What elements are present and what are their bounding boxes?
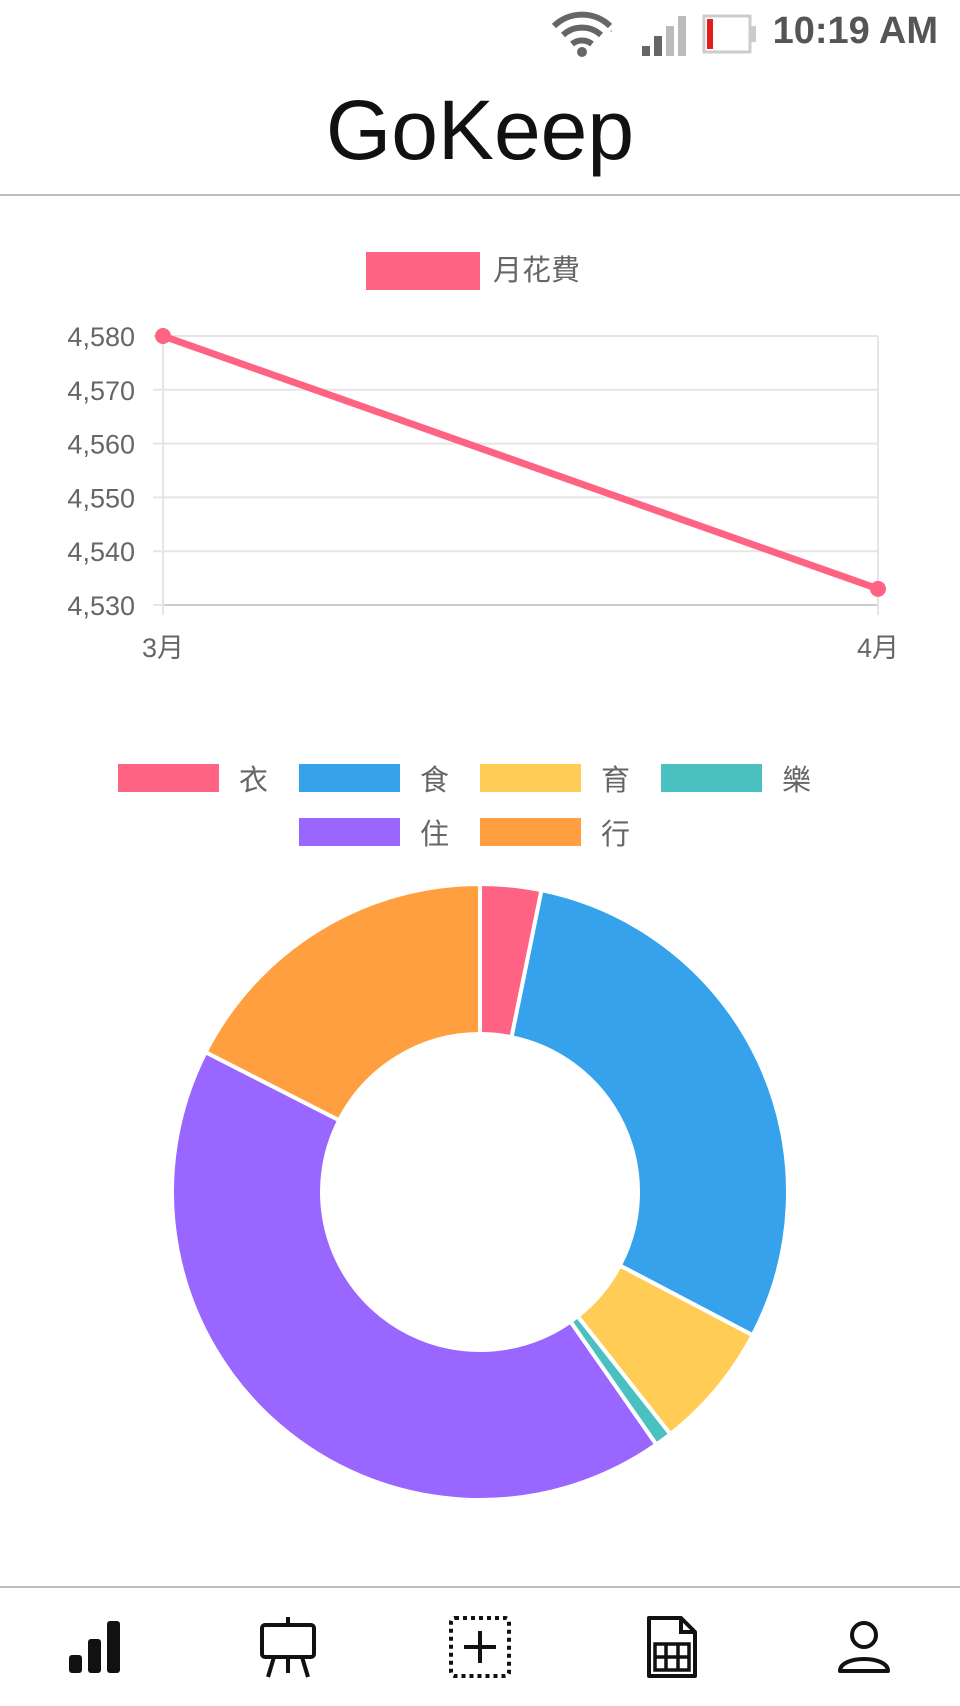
- battery-low-icon: [702, 14, 756, 54]
- legend-label: 衣: [239, 763, 268, 797]
- bottom-tab-bar: [0, 1586, 960, 1706]
- legend-label: 行: [601, 817, 630, 851]
- y-tick-label: 4,560: [67, 430, 135, 460]
- easel-icon: [260, 1617, 316, 1678]
- y-tick-label: 4,550: [67, 483, 135, 513]
- donut-slice: [202, 881, 482, 1123]
- spreadsheet-icon: [647, 1616, 697, 1678]
- legend-swatch: [299, 764, 400, 792]
- x-tick-label: 3月: [142, 633, 184, 663]
- category-donut-chart: 衣 食 育 樂住 行: [118, 763, 811, 1502]
- tab-statistics[interactable]: [0, 1588, 192, 1706]
- tab-spreadsheet[interactable]: [576, 1588, 768, 1706]
- wifi-icon: [552, 11, 612, 57]
- app-title: GoKeep: [325, 83, 635, 177]
- y-tick-label: 4,530: [67, 591, 135, 621]
- y-tick-label: 4,580: [67, 322, 135, 352]
- add-box-icon: [449, 1616, 511, 1678]
- legend-swatch: [480, 818, 581, 846]
- legend-swatch: [118, 764, 219, 792]
- tab-presentation[interactable]: [192, 1588, 384, 1706]
- x-tick-label: 4月: [857, 633, 899, 663]
- status-bar: 10:19 AM: [0, 0, 960, 72]
- data-point: [870, 580, 886, 597]
- legend-label: 食: [420, 763, 449, 797]
- y-tick-label: 4,570: [67, 376, 135, 406]
- legend-label: 育: [601, 763, 630, 797]
- tab-add-record[interactable]: [384, 1588, 576, 1706]
- person-icon: [838, 1621, 890, 1673]
- legend-label: 樂: [782, 763, 811, 797]
- legend-swatch: [480, 764, 581, 792]
- legend-label: 住: [420, 817, 449, 851]
- tab-profile[interactable]: [768, 1588, 960, 1706]
- bar-chart-icon: [69, 1621, 120, 1673]
- donut-slice: [509, 887, 790, 1338]
- legend-swatch: [366, 252, 480, 290]
- series-line: [161, 332, 880, 593]
- legend-swatch: [299, 818, 400, 846]
- donut-slice: [170, 1049, 660, 1502]
- legend-label: 月花費: [493, 253, 580, 287]
- legend-swatch: [661, 764, 762, 792]
- signal-icon: [642, 16, 686, 56]
- status-time: 10:19 AM: [772, 10, 938, 52]
- app-bar: GoKeep: [0, 72, 960, 196]
- y-tick-label: 4,540: [67, 537, 135, 567]
- data-point: [155, 328, 171, 344]
